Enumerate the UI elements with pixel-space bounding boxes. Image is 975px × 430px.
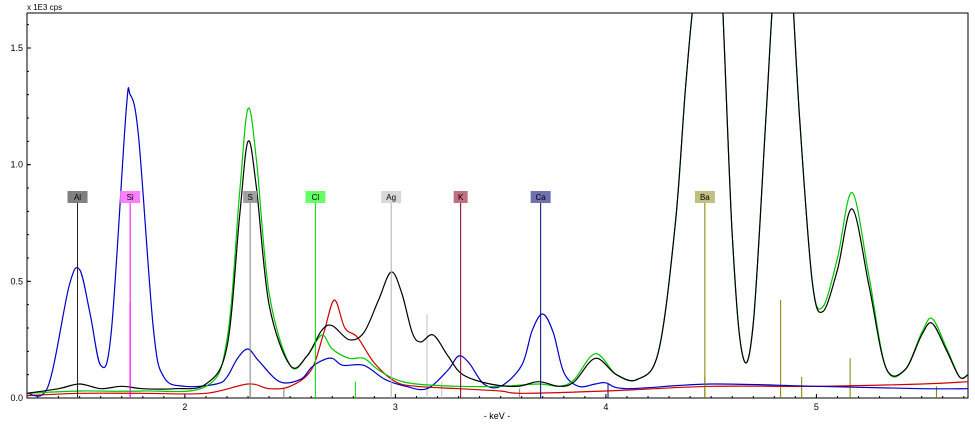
series-line (27, 299, 968, 397)
series-line (27, 13, 968, 394)
element-label: Al (74, 193, 81, 202)
series-group (27, 13, 968, 397)
element-label: Si (127, 193, 134, 202)
units-label: x 1E3 cps (27, 3, 62, 12)
y-tick-label: 1.0 (10, 160, 23, 170)
element-label-box (305, 191, 326, 203)
x-tick-label: 5 (814, 402, 819, 412)
element-label-box (243, 191, 258, 203)
plot-frame (26, 12, 969, 399)
element-label: Cl (312, 193, 320, 202)
x-axis: 2 3 4 5 (37, 394, 965, 412)
y-tick-label: 1.5 (10, 43, 23, 53)
y-tick-label: 0.0 (10, 393, 23, 403)
element-label-box (694, 191, 715, 203)
y-tick-label: 0.5 (10, 276, 23, 286)
element-label-box (530, 191, 551, 203)
x-axis-label: - keV - (484, 411, 511, 421)
element-label: Ba (700, 193, 710, 202)
element-label: Ag (386, 193, 396, 202)
y-axis: 0.0 0.5 1.0 1.5 (10, 24, 31, 403)
element-markers: Al Si S Cl Ag K Ca Ba (67, 191, 715, 398)
element-label-box (67, 191, 88, 203)
x-tick-label: 2 (182, 402, 187, 412)
element-label-box (381, 191, 402, 203)
element-label: S (247, 193, 252, 202)
series-line (27, 87, 968, 397)
element-label-box (453, 191, 468, 203)
x-tick-label: 3 (393, 402, 398, 412)
element-label: K (458, 193, 464, 202)
x-tick-label: 4 (603, 402, 608, 412)
element-label: Ca (536, 193, 547, 202)
element-label-box (120, 191, 141, 203)
